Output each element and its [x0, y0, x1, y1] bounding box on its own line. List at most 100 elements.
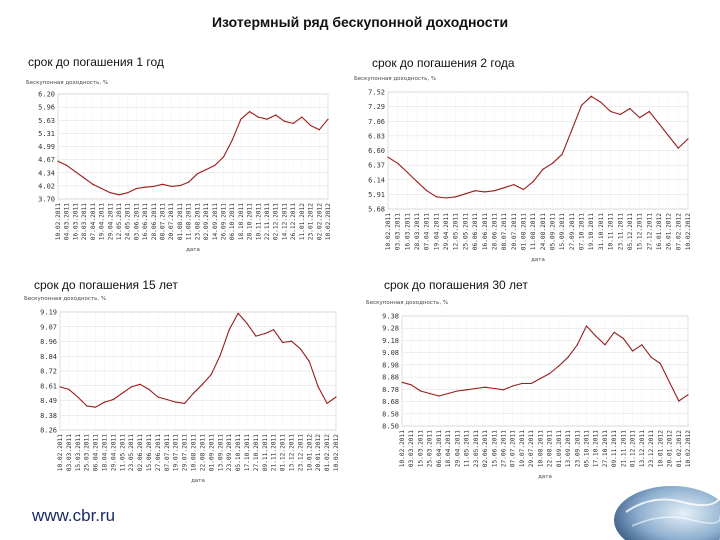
series-line — [387, 95, 689, 199]
y-axis-title: Бескупонная доходность, % — [24, 296, 106, 302]
x-tick-label: 27.09.2011 — [569, 213, 576, 251]
x-tick-label: 16.06.2011 — [142, 203, 149, 241]
data-point — [561, 153, 563, 155]
x-tick-label: 16.03.2011 — [72, 203, 79, 241]
chart-2y: Бескупонная доходность, % 7.52 7.29 7.06 6.8… — [354, 76, 692, 263]
data-point — [542, 168, 544, 170]
y-tick-label: 9.19 — [40, 309, 57, 317]
x-tick-label: 02.06.2011 — [137, 434, 144, 472]
data-point — [275, 114, 277, 116]
x-tick-label: 23.05.2011 — [128, 434, 135, 472]
data-point — [166, 398, 168, 401]
x-tick-label: 29.04.2011 — [454, 430, 461, 468]
x-tick-label: 22.08.2011 — [199, 434, 206, 472]
y-tick-label: 8.58 — [382, 410, 399, 418]
data-point — [595, 335, 597, 337]
y-tick-label: 5.96 — [38, 104, 55, 112]
data-point — [290, 340, 293, 342]
x-axis-title: дата — [538, 474, 552, 480]
x-tick-label: 18.10.2011 — [238, 203, 245, 241]
x-tick-label: 03.06.2011 — [133, 203, 140, 241]
x-tick-label: 02.09.2011 — [203, 203, 210, 241]
x-tick-label: 10.02.2012 — [333, 434, 340, 472]
data-point — [130, 386, 132, 388]
x-tick-label: 31.10.2011 — [598, 213, 605, 251]
data-point — [410, 384, 412, 386]
panel-title-2y: срок до погашения 2 года — [372, 56, 515, 70]
y-tick-label: 8.84 — [40, 353, 57, 361]
x-tick-label: 07.04.2011 — [90, 203, 97, 241]
x-tick-label: 26.09.2011 — [220, 203, 227, 241]
x-tick-label: 25.03.2011 — [84, 434, 91, 472]
x-tick-label: 10.02.2012 — [685, 430, 692, 468]
x-tick-label: 07.10.2011 — [579, 213, 586, 251]
x-tick-label: 07.02.2012 — [675, 213, 682, 251]
x-axis-title: дата — [186, 247, 200, 253]
y-tick-label: 8.68 — [382, 398, 399, 406]
x-tick-label: 12.05.2011 — [116, 203, 123, 241]
data-point — [228, 329, 230, 331]
series-line — [57, 111, 329, 196]
data-point — [502, 389, 505, 391]
y-tick-label: 7.52 — [368, 89, 385, 97]
data-point — [327, 118, 329, 120]
data-point — [188, 181, 190, 183]
x-tick-label: 25.03.2011 — [427, 430, 434, 468]
data-point — [66, 164, 68, 166]
x-tick-label: 27.06.2011 — [155, 434, 162, 472]
y-tick-label: 7.29 — [368, 103, 385, 111]
y-tick-label: 4.99 — [38, 143, 55, 151]
x-tick-label: 28.03.2011 — [414, 213, 421, 251]
x-tick-label: 23.12.2011 — [648, 430, 655, 468]
y-tick-label: 9.07 — [40, 323, 57, 331]
x-tick-label: 23.09.2011 — [574, 430, 581, 468]
data-point — [513, 184, 515, 186]
data-point — [622, 337, 624, 340]
x-tick-label: 10.02.2012 — [685, 213, 692, 251]
y-axis-title: Бескупонная доходность, % — [26, 80, 108, 86]
x-tick-label: 25.05.2011 — [462, 213, 469, 251]
x-tick-label: 03.03.2011 — [66, 434, 73, 472]
x-tick-label: 19.04.2011 — [433, 213, 440, 251]
data-point — [567, 356, 569, 358]
data-point — [214, 164, 216, 166]
x-tick-label: 29.04.2011 — [107, 203, 114, 241]
x-tick-label: 07.07.2011 — [164, 434, 171, 472]
x-tick-label: 29.07.2011 — [182, 434, 189, 472]
x-tick-label: 27.10.2011 — [602, 430, 609, 468]
globe-icon — [612, 472, 720, 540]
x-tick-label: 17.10.2011 — [593, 430, 600, 468]
x-tick-label: 10.01.2012 — [306, 434, 313, 472]
x-tick-label: 18.04.2011 — [102, 434, 109, 472]
x-tick-label: 09.11.2011 — [611, 430, 618, 468]
data-point — [397, 162, 399, 164]
x-tick-label: 19.10.2011 — [588, 213, 595, 251]
data-point — [318, 129, 320, 131]
data-point — [240, 118, 242, 120]
x-tick-label: 16.01.2012 — [656, 213, 663, 251]
x-tick-label: 24.08.2011 — [540, 213, 547, 251]
data-point — [677, 147, 679, 149]
footer-url[interactable]: www.cbr.ru — [32, 506, 116, 525]
data-point — [539, 377, 541, 380]
plot-frame — [401, 315, 689, 427]
x-tick-label: 05.10.2011 — [584, 430, 591, 468]
data-point — [184, 402, 186, 404]
data-point — [503, 187, 505, 189]
data-point — [255, 335, 257, 337]
x-tick-label: 15.12.2011 — [637, 213, 644, 251]
x-tick-label: 19.07.2011 — [519, 430, 526, 468]
x-tick-label: 01.08.2011 — [520, 213, 527, 251]
x-tick-label: 11.08.2011 — [186, 203, 193, 241]
data-point — [416, 181, 418, 183]
x-tick-label: 16.03.2011 — [404, 213, 411, 251]
x-axis-title: дата — [191, 478, 205, 484]
data-point — [571, 129, 573, 131]
y-tick-label: 5.68 — [368, 206, 385, 214]
data-point — [264, 333, 266, 335]
data-point — [474, 190, 476, 192]
data-point — [266, 118, 268, 120]
data-point — [447, 392, 449, 395]
data-point — [438, 395, 440, 397]
data-point — [210, 373, 212, 375]
